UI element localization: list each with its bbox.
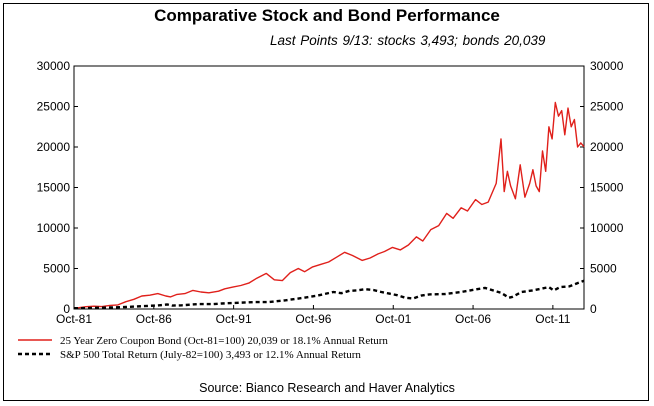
x-axis: Oct-81 Oct-86 Oct-91 Oct-96 Oct-01 Oct-06 Oct-… <box>56 305 571 326</box>
y-tick-label-left: 30000 <box>37 59 71 73</box>
source-note: Source: Bianco Research and Haver Analyt… <box>199 381 455 395</box>
chart-title: Comparative Stock and Bond Performance <box>154 6 500 25</box>
y-tick-label-right: 25000 <box>590 100 624 114</box>
y-tick-label-left: 5000 <box>43 262 70 276</box>
y-tick-label-right: 10000 <box>590 221 624 235</box>
y-tick-label-right: 0 <box>590 302 597 316</box>
y-tick-label-left: 20000 <box>37 140 71 154</box>
y-tick-label-right: 30000 <box>590 59 624 73</box>
left-y-axis: 0 5000 10000 15000 20000 25000 30000 <box>37 59 78 316</box>
y-tick-label-left: 15000 <box>37 181 71 195</box>
x-tick-label: Oct-06 <box>455 312 491 326</box>
x-tick-label: Oct-91 <box>216 312 252 326</box>
y-tick-label-right: 5000 <box>590 262 617 276</box>
bond-series-line <box>73 101 585 309</box>
stock-series-line <box>74 279 585 310</box>
y-tick-label-right: 15000 <box>590 181 624 195</box>
y-tick-label-right: 20000 <box>590 140 624 154</box>
x-tick-label: Oct-11 <box>535 312 570 326</box>
x-tick-label: Oct-01 <box>375 312 411 326</box>
legend: 25 Year Zero Coupon Bond (Oct-81=100) 20… <box>18 335 388 361</box>
legend-label: 25 Year Zero Coupon Bond (Oct-81=100) 20… <box>60 335 388 347</box>
right-y-axis: 0 5000 10000 15000 20000 25000 30000 <box>580 59 624 316</box>
plot-area <box>73 65 585 310</box>
legend-label: S&P 500 Total Return (July-82=100) 3,493… <box>60 349 361 361</box>
x-tick-label: Oct-81 <box>56 312 92 326</box>
x-tick-label: Oct-96 <box>295 312 331 326</box>
chart-subtitle: Last Points 9/13: stocks 3,493; bonds 20… <box>270 33 546 48</box>
y-tick-label-left: 10000 <box>37 221 71 235</box>
x-tick-label: Oct-86 <box>136 312 172 326</box>
y-tick-label-left: 0 <box>63 302 70 316</box>
series-group <box>73 101 585 310</box>
y-tick-label-left: 25000 <box>37 100 71 114</box>
